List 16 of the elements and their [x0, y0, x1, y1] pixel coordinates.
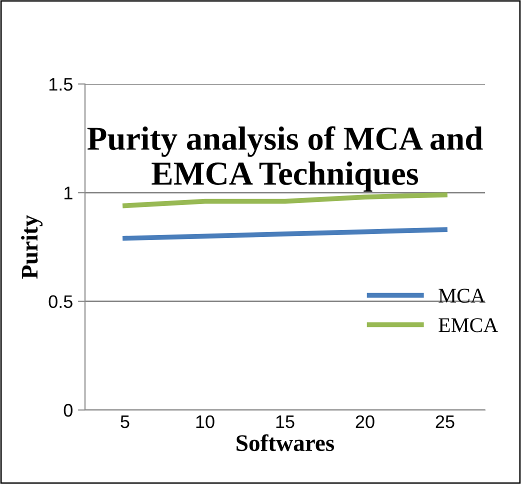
legend-label: EMCA	[438, 318, 498, 332]
y-tick-label: 0	[64, 404, 72, 417]
text: Purity analysis of MCA and EMCA Techniques	[87, 126, 483, 192]
x-tick-label: 25	[436, 415, 454, 428]
x-tick-label: 10	[196, 415, 214, 428]
x-tick-label: 5	[120, 416, 130, 428]
legend-label: MCA	[438, 288, 486, 303]
line-series	[122, 192, 448, 208]
y-tick-label: 0.5	[48, 295, 72, 308]
x-tick-label: 20	[356, 415, 374, 428]
y-tick-label: 1.5	[49, 78, 72, 91]
x-tick-label: 15	[276, 416, 294, 428]
y-axis-title: Purity	[21, 215, 43, 279]
line-series	[122, 227, 448, 241]
y-tick-label: 1	[64, 186, 72, 200]
x-axis-title: Softwares	[236, 434, 334, 452]
